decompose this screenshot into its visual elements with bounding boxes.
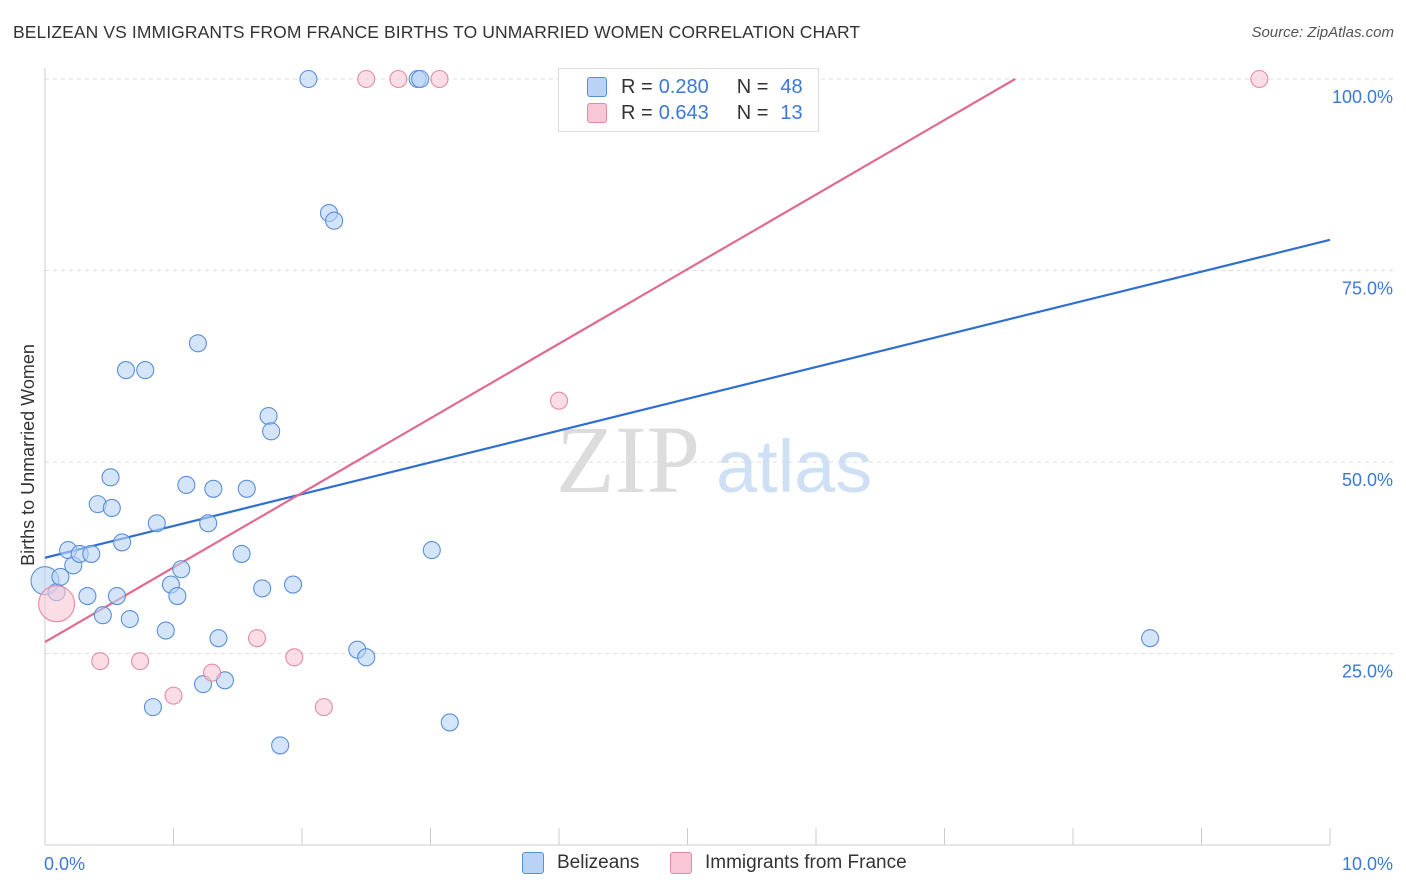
point-belizeans [440,713,459,732]
point-belizeans [172,560,191,579]
point-belizeans [259,406,278,426]
blue-swatch [587,77,607,97]
source-label: Source: ZipAtlas.com [1251,24,1394,41]
point-france [549,391,569,410]
point-france [314,698,333,717]
point-belizeans [411,69,430,89]
point-belizeans [1141,629,1160,648]
r-value: 0.643 [658,101,709,124]
point-belizeans [156,621,175,640]
y-tick-label: 25.0% [1342,662,1393,682]
y-tick-label: 50.0% [1342,470,1393,490]
point-france [203,663,222,682]
y-tick-label: 100.0% [1332,87,1393,107]
point-france [38,585,76,623]
point-belizeans [253,579,272,598]
pink-swatch [670,852,692,874]
r-label: R = [621,101,653,124]
correlation-legend: R = 0.280 N = 48 R = 0.643 N = 13 [558,68,819,132]
legend-row-belizeans: R = 0.280 N = 48 [587,74,803,100]
watermark-atlas: atlas [716,425,872,508]
chart-title: BELIZEAN VS IMMIGRANTS FROM FRANCE BIRTH… [13,22,861,42]
point-belizeans [101,468,120,487]
point-belizeans [209,629,228,648]
trend-lines [44,78,1331,643]
point-france [389,69,408,89]
trend-line-france [44,78,1016,643]
watermark-zip: ZIP [556,406,700,513]
watermark: ZIP atlas [556,406,872,513]
point-france [357,69,376,89]
point-belizeans [325,211,344,230]
r-label: R = [621,75,653,98]
point-belizeans [237,479,256,498]
grid-lines [45,78,1394,654]
n-label: N = [736,101,769,124]
legend-row-france: R = 0.643 N = 13 [587,100,803,126]
point-france [91,652,110,671]
y-tick-label: 75.0% [1342,279,1393,299]
point-belizeans [204,479,223,498]
point-belizeans [113,533,132,552]
point-france [285,648,304,667]
point-france [131,652,150,671]
point-belizeans [188,334,207,353]
point-belizeans [102,498,121,518]
x-tick-label: 0.0% [44,854,85,874]
point-belizeans [51,567,70,586]
point-belizeans [232,544,251,563]
trend-line-belizeans [44,238,1331,559]
point-belizeans [107,586,127,606]
point-belizeans [199,514,218,533]
x-tick-label: 10.0% [1342,854,1393,874]
n-value: 48 [780,75,803,98]
axes [44,68,1331,846]
point-belizeans [299,69,318,89]
point-france [247,629,267,648]
point-belizeans [116,361,136,380]
point-belizeans [357,648,376,667]
tick-labels: 25.0% 50.0% 75.0% 100.0% 0.0% 10.0% [44,87,1393,874]
n-value: 13 [780,101,803,124]
legend-item-france: Immigrants from France [670,852,907,874]
point-france [1250,69,1269,89]
point-belizeans [120,609,139,629]
point-belizeans [136,361,155,380]
point-belizeans [93,606,112,625]
point-belizeans [271,736,290,755]
n-label: N = [736,75,769,98]
point-belizeans [262,422,281,441]
point-belizeans [422,541,441,560]
legend-label-france: Immigrants from France [705,852,907,873]
point-belizeans [283,575,303,594]
blue-swatch [522,852,544,874]
point-france [430,69,449,89]
point-belizeans [143,698,162,717]
pink-swatch [587,103,607,123]
series-legend: Belizeans Immigrants from France [0,852,1406,878]
y-axis-title: Births to Unmarried Women [18,344,38,566]
point-belizeans [177,475,196,495]
legend-label-belizeans: Belizeans [557,852,640,873]
point-belizeans [78,586,97,606]
data-points [30,69,1269,755]
point-belizeans [82,544,101,563]
r-value: 0.280 [658,75,709,98]
point-belizeans [168,586,187,606]
point-belizeans [147,514,166,533]
legend-item-belizeans: Belizeans [522,852,639,874]
point-france [164,686,183,705]
